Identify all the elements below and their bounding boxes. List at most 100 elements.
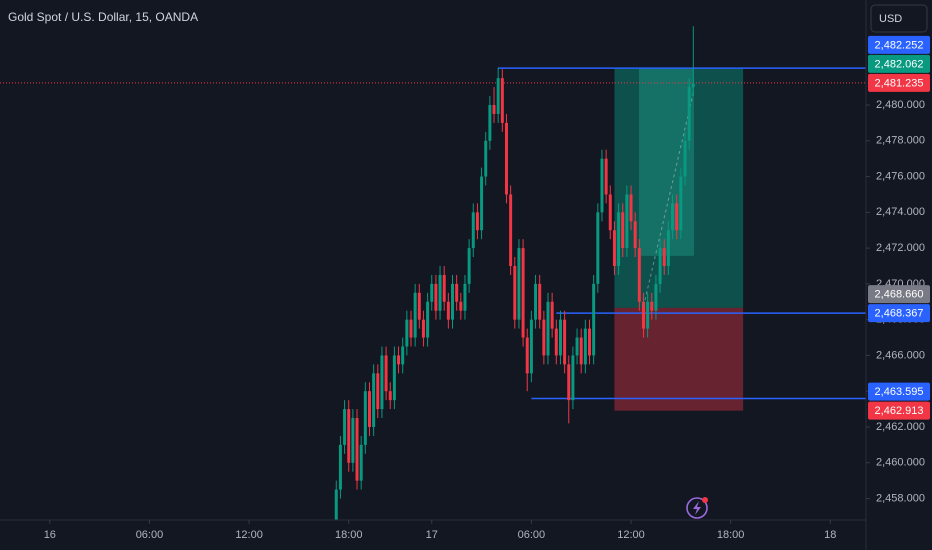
candle-body	[658, 248, 662, 284]
candle-body	[355, 418, 359, 481]
price-badge-label: 2,462.913	[875, 405, 924, 417]
candle-body	[608, 194, 612, 231]
axes: 2,458.0002,460.0002,462.0002,464.0002,46…	[44, 35, 930, 541]
y-tick-label: 2,462.000	[876, 421, 925, 433]
currency-label[interactable]: USD	[879, 13, 902, 25]
candle-body	[592, 283, 596, 356]
candle-body	[459, 301, 463, 311]
candle-body	[525, 337, 529, 374]
candle-body	[604, 158, 608, 195]
candle-body	[662, 248, 666, 266]
candle-body	[388, 391, 392, 401]
candle-body	[442, 274, 446, 302]
candle-body	[334, 489, 338, 520]
price-badge-label: 2,482.062	[875, 58, 924, 70]
lightning-icon[interactable]	[686, 497, 708, 519]
candle-body	[372, 373, 376, 427]
candle-body	[654, 283, 658, 311]
candle-body	[679, 176, 683, 231]
price-badge	[868, 54, 930, 73]
candle-body	[367, 391, 371, 427]
y-tick-label: 2,458.000	[876, 492, 925, 504]
candle-body	[612, 230, 616, 266]
candle-body	[563, 319, 567, 365]
price-badge-label: 2,482.252	[875, 39, 924, 51]
candle-body	[600, 158, 604, 213]
candle-body	[646, 301, 650, 329]
candle-body	[641, 301, 645, 329]
candle-body	[413, 292, 417, 338]
candle-body	[434, 283, 438, 311]
candle-body	[683, 140, 687, 177]
x-tick-label: 18	[824, 529, 836, 541]
currency-button-frame[interactable]	[870, 4, 928, 33]
candle-body	[496, 78, 500, 114]
candle-body	[521, 248, 525, 338]
x-tick-label: 18:00	[717, 529, 745, 541]
price-badge-label: 2,463.595	[875, 386, 924, 398]
candle-body	[675, 203, 679, 231]
candle-body	[579, 337, 583, 365]
candle-body	[380, 355, 384, 410]
candle-body	[451, 283, 455, 320]
candle-body	[671, 203, 675, 231]
candle-body	[546, 301, 550, 356]
candle-body	[446, 301, 450, 320]
candle-body	[392, 355, 396, 401]
candle-body	[351, 418, 355, 463]
notification-dot[interactable]	[702, 497, 708, 503]
currency-button[interactable]: USD	[870, 4, 928, 33]
candle-body	[588, 328, 592, 356]
candle-body	[463, 283, 467, 311]
candle-body	[343, 409, 347, 445]
plot-area	[0, 26, 866, 520]
candle-body	[637, 248, 641, 302]
candle-body	[475, 212, 479, 231]
candle-body	[359, 444, 363, 481]
candle-body	[554, 328, 558, 356]
price-badge	[868, 285, 930, 304]
candle-body	[617, 212, 621, 266]
y-tick-label: 2,478.000	[876, 135, 925, 147]
x-tick-label: 12:00	[617, 529, 645, 541]
candle-body	[542, 319, 546, 356]
candle-body	[504, 122, 508, 195]
candle-body	[583, 328, 587, 365]
candle-body	[484, 140, 488, 177]
candle-body	[347, 409, 351, 463]
candle-body	[438, 274, 442, 311]
candle-body	[550, 301, 554, 329]
x-tick-label: 17	[426, 529, 438, 541]
candle-body	[421, 319, 425, 338]
candle-body	[338, 444, 342, 490]
price-badge	[868, 382, 930, 401]
lightning-ring[interactable]	[686, 497, 708, 519]
price-badge-label: 2,481.235	[875, 77, 924, 89]
candle-body	[687, 87, 691, 141]
candle-body	[567, 364, 571, 401]
candle-body	[575, 337, 579, 356]
x-tick-label: 18:00	[335, 529, 363, 541]
candle-body	[596, 212, 600, 284]
profit-zone	[614, 68, 744, 308]
candle-body	[467, 248, 471, 284]
price-badge-label: 2,468.367	[875, 307, 924, 319]
price-badge	[868, 35, 930, 54]
candle-body	[397, 355, 401, 365]
price-badge	[868, 73, 930, 92]
y-tick-label: 2,472.000	[876, 242, 925, 254]
candle-body	[534, 283, 538, 320]
candle-body	[455, 283, 459, 302]
candle-body	[417, 292, 421, 320]
candle-body	[691, 83, 695, 88]
x-tick-label: 06:00	[136, 529, 164, 541]
x-tick-label: 16	[44, 529, 56, 541]
candle-body	[363, 391, 367, 445]
candle-body	[666, 230, 670, 266]
y-tick-label: 2,474.000	[876, 206, 925, 218]
candle-body	[625, 194, 629, 249]
lightning-bolt[interactable]	[693, 501, 701, 515]
candle-body	[621, 212, 625, 249]
